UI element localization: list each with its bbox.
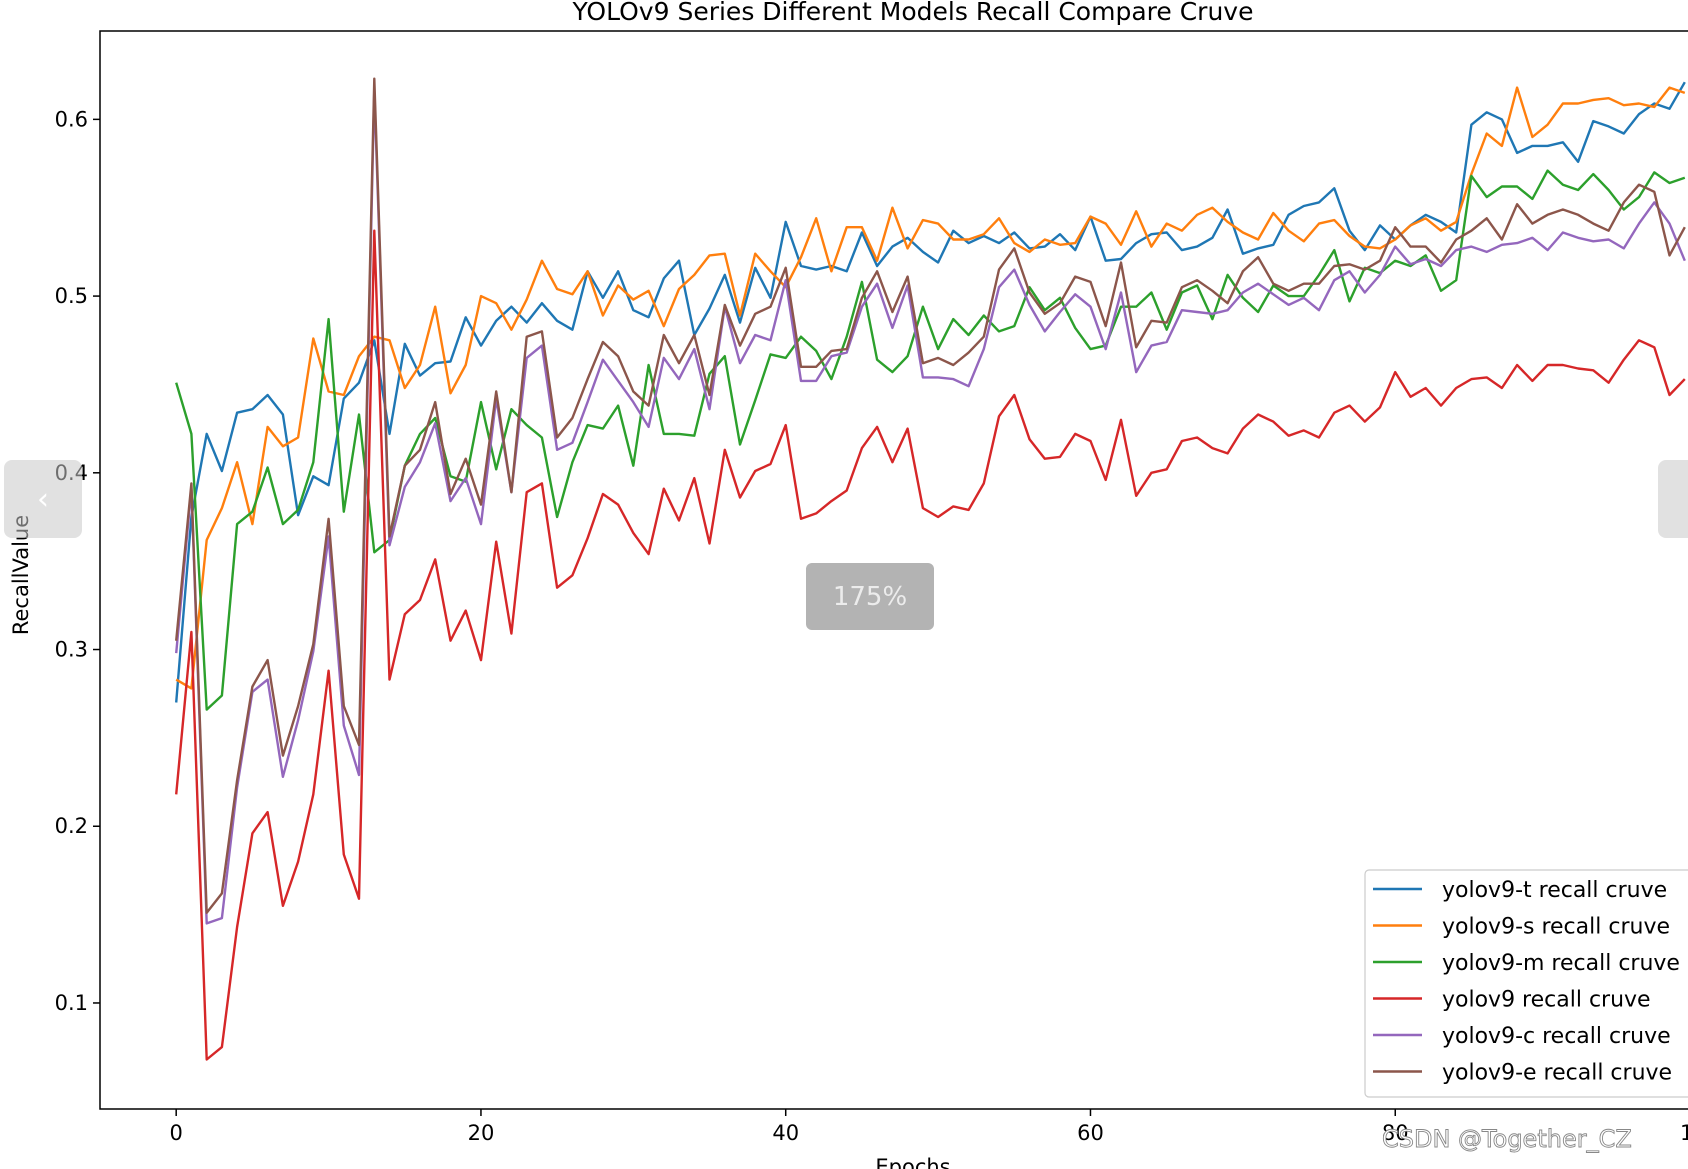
x-tick-label: 100	[1680, 1121, 1688, 1145]
legend-box	[1364, 869, 1688, 1098]
legend-entry-label: yolov9 recall cruve	[1442, 988, 1651, 1013]
legend-entry-label: yolov9-m recall cruve	[1442, 951, 1680, 976]
zoom-level-badge: 175%	[806, 563, 934, 630]
y-axis: 0.10.20.30.40.50.6	[55, 107, 100, 1015]
legend-entry-label: yolov9-e recall cruve	[1442, 1061, 1672, 1086]
x-tick-label: 0	[170, 1121, 183, 1145]
x-tick-label: 20	[468, 1121, 495, 1145]
next-image-button[interactable]: ›	[1658, 460, 1688, 538]
chart-title: YOLOv9 Series Different Models Recall Co…	[572, 0, 1254, 26]
legend-entry-label: yolov9-t recall cruve	[1442, 878, 1667, 903]
x-axis: 0 20 40 60 80 100	[170, 1109, 1688, 1145]
watermark: CSDN @Together_CZ	[1382, 1125, 1632, 1153]
x-tick-label: 60	[1077, 1121, 1104, 1145]
series-lines	[175, 77, 1686, 1061]
x-axis-label: Epochs	[875, 1155, 950, 1169]
legend-entry-label: yolov9-c recall cruve	[1442, 1024, 1671, 1049]
series-line-5	[175, 88, 1686, 925]
previous-image-button[interactable]: ‹	[4, 460, 82, 538]
y-tick-label: 0.3	[55, 638, 88, 662]
y-tick-label: 0.2	[55, 814, 88, 838]
series-line-6	[175, 77, 1686, 914]
series-line-2	[175, 86, 1686, 690]
series-line-4	[175, 229, 1686, 1061]
y-tick-label: 0.1	[55, 991, 88, 1015]
legend-entry-label: yolov9-s recall cruve	[1442, 915, 1670, 940]
series-line-1	[175, 81, 1686, 703]
chevron-left-icon: ‹	[37, 481, 49, 517]
x-tick-label: 80	[1382, 1121, 1409, 1145]
y-tick-label: 0.5	[55, 284, 88, 308]
legend: yolov9-t recall cruve yolov9-s recall cru…	[1364, 869, 1688, 1098]
plot-area-frame	[99, 30, 1688, 1110]
y-tick-label: 0.6	[55, 107, 88, 131]
x-tick-label: 40	[772, 1121, 799, 1145]
